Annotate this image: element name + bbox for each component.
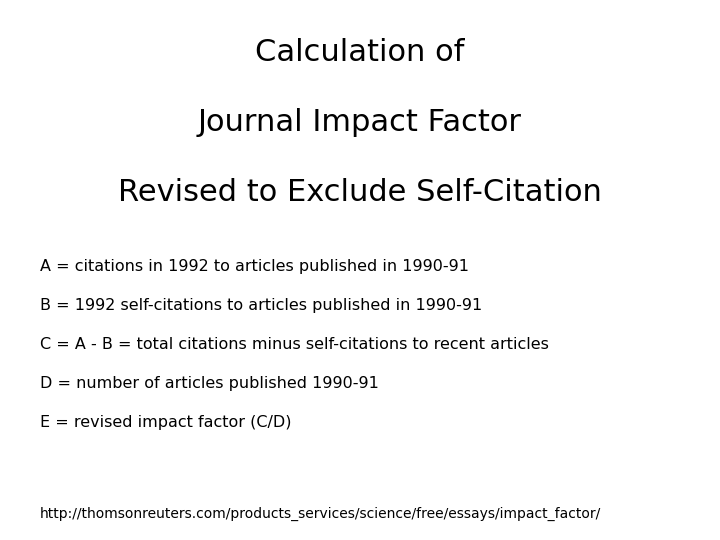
Text: Calculation of: Calculation of: [256, 38, 464, 67]
Text: Journal Impact Factor: Journal Impact Factor: [198, 108, 522, 137]
Text: C = A - B = total citations minus self-citations to recent articles: C = A - B = total citations minus self-c…: [40, 337, 549, 352]
Text: http://thomsonreuters.com/products_services/science/free/essays/impact_factor/: http://thomsonreuters.com/products_servi…: [40, 507, 601, 521]
Text: A = citations in 1992 to articles published in 1990-91: A = citations in 1992 to articles publis…: [40, 259, 469, 274]
Text: Revised to Exclude Self-Citation: Revised to Exclude Self-Citation: [118, 178, 602, 207]
Text: D = number of articles published 1990-91: D = number of articles published 1990-91: [40, 376, 379, 391]
Text: E = revised impact factor (C/D): E = revised impact factor (C/D): [40, 415, 291, 430]
Text: B = 1992 self-citations to articles published in 1990-91: B = 1992 self-citations to articles publ…: [40, 298, 482, 313]
